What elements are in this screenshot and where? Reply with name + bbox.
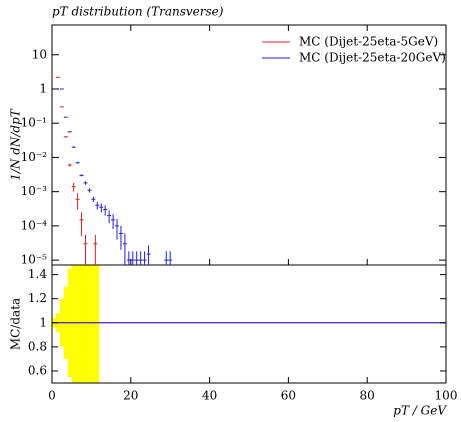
data-point	[107, 210, 112, 224]
data-point	[67, 131, 72, 133]
ratio-y-tick-label: 1	[39, 315, 47, 329]
data-point	[99, 203, 104, 213]
ratio-band	[91, 265, 96, 383]
data-point	[115, 218, 119, 240]
data-point	[103, 205, 108, 216]
ratio-band	[87, 265, 92, 383]
y-tick-label: 1	[39, 81, 47, 95]
data-point	[91, 196, 96, 202]
ratio-band	[79, 265, 84, 383]
data-point	[63, 136, 68, 138]
ratio-y-tick-label: 0.6	[28, 363, 47, 377]
x-tick-label: 60	[281, 389, 296, 403]
data-point	[126, 251, 131, 265]
ratio-band	[71, 265, 76, 383]
data-point	[146, 245, 151, 265]
x-tick-label: 0	[48, 389, 56, 403]
data-point	[63, 116, 68, 118]
x-tick-label: 40	[202, 389, 217, 403]
data-point	[95, 201, 100, 210]
data-point	[75, 161, 80, 164]
y-tick-label: 10⁻⁴	[21, 218, 48, 232]
ratio-band	[75, 265, 80, 383]
x-tick-label: 20	[123, 389, 138, 403]
y-tick-label: 10	[32, 47, 47, 61]
x-axis-label: pT / GeV	[393, 404, 447, 418]
data-point	[122, 233, 127, 265]
data-point	[93, 234, 98, 265]
data-point	[138, 251, 143, 265]
data-point	[83, 234, 88, 265]
legend-label: MC (Dijet-25eta-5GeV)	[299, 35, 438, 49]
y-axis-label: 1/N dN/dpT	[9, 108, 23, 181]
y-tick-label: 10⁻⁵	[21, 253, 48, 267]
y-tick-label: 10⁻³	[21, 184, 48, 198]
ratio-frame	[51, 264, 447, 384]
data-point	[83, 181, 88, 185]
data-point	[130, 251, 135, 265]
ratio-band	[83, 265, 88, 383]
data-point	[55, 76, 60, 78]
ratio-y-tick-label: 1.2	[28, 291, 47, 305]
data-point	[168, 251, 173, 265]
x-tick-label: 80	[360, 389, 375, 403]
data-point	[71, 146, 76, 148]
ratio-band	[95, 265, 100, 383]
data-point	[118, 225, 123, 250]
data-point	[59, 88, 64, 90]
data-point	[71, 182, 76, 192]
y-tick-label: 10⁻¹	[21, 116, 47, 130]
data-point	[79, 212, 84, 237]
y-tick-label: 10⁻²	[21, 150, 48, 164]
data-point	[164, 251, 169, 265]
data-point	[111, 214, 116, 230]
x-tick-label: 100	[435, 389, 458, 403]
ratio-y-tick-label: 0.8	[28, 339, 47, 353]
data-point	[75, 193, 80, 210]
legend-label: MC (Dijet-25eta-20GeV)	[299, 51, 446, 65]
ratio-y-tick-label: 1.4	[28, 267, 47, 281]
data-point	[79, 174, 84, 177]
data-point	[59, 106, 64, 108]
data-point	[87, 188, 92, 193]
data-point	[67, 163, 72, 167]
data-point	[142, 251, 147, 265]
data-point	[134, 251, 139, 265]
chart-title: pT distribution (Transverse)	[52, 5, 224, 19]
ratio-axis-label: MC/data	[9, 298, 23, 350]
